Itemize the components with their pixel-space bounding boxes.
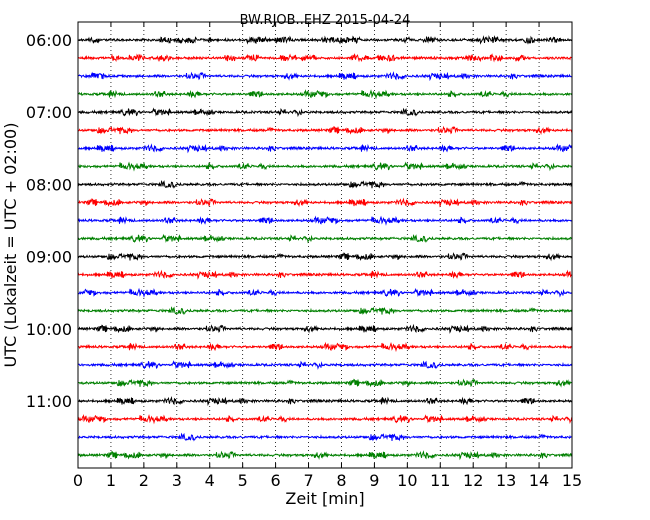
plot-frame <box>77 21 573 469</box>
x-tick-label: 14 <box>529 471 549 490</box>
trace-06:15 <box>77 53 573 63</box>
trace-08:30 <box>77 215 573 226</box>
x-tick-label: 3 <box>172 471 182 490</box>
trace-08:45 <box>77 233 573 244</box>
trace-11:00 <box>77 396 573 407</box>
trace-09:45 <box>77 306 573 316</box>
y-tick-label: 08:00 <box>26 175 72 194</box>
trace-06:45 <box>77 89 573 100</box>
trace-10:00 <box>77 323 573 334</box>
x-tick-label: 12 <box>463 471 483 490</box>
trace-06:00 <box>77 35 573 45</box>
y-tick-label: 06:00 <box>26 31 72 50</box>
trace-08:00 <box>77 179 573 189</box>
x-tick-label: 1 <box>106 471 116 490</box>
trace-07:30 <box>77 143 573 154</box>
x-tick-label: 7 <box>303 471 313 490</box>
y-tick-label: 09:00 <box>26 248 72 267</box>
y-tick-label: 10:00 <box>26 320 72 339</box>
x-tick-label: 15 <box>562 471 582 490</box>
x-tick-label: 8 <box>336 471 346 490</box>
trace-10:30 <box>77 360 573 370</box>
x-tick-label: 6 <box>271 471 281 490</box>
trace-11:30 <box>77 432 573 442</box>
trace-07:15 <box>77 125 573 136</box>
traces <box>77 35 573 461</box>
axis-ticks: 0 1 2 3 4 5 6 7 8 9 10 11 12 13 14 1506:0007:0008:0009:… <box>26 22 582 490</box>
x-tick-label: 10 <box>397 471 417 490</box>
x-tick-label: 9 <box>369 471 379 490</box>
x-tick-label: 11 <box>430 471 450 490</box>
trace-09:15 <box>77 269 573 280</box>
trace-10:15 <box>77 341 573 353</box>
trace-10:45 <box>77 378 573 388</box>
x-axis-label: Zeit [min] <box>285 489 364 508</box>
x-tick-label: 0 <box>73 471 83 490</box>
chart-title: BW.RJOB..EHZ 2015-04-24 <box>240 13 411 28</box>
trace-11:45 <box>77 450 573 461</box>
trace-11:15 <box>77 414 573 425</box>
x-tick-label: 13 <box>496 471 516 490</box>
trace-09:00 <box>77 252 573 262</box>
y-tick-label: 07:00 <box>26 103 72 122</box>
trace-09:30 <box>77 287 573 299</box>
x-tick-label: 5 <box>238 471 248 490</box>
x-tick-label: 2 <box>139 471 149 490</box>
y-tick-label: 11:00 <box>26 392 72 411</box>
trace-06:30 <box>77 71 573 82</box>
trace-07:00 <box>77 107 573 118</box>
trace-08:15 <box>77 197 573 208</box>
y-axis-label: UTC (Lokalzeit = UTC + 02:00) <box>1 123 20 368</box>
x-tick-label: 4 <box>205 471 215 490</box>
trace-07:45 <box>77 161 573 172</box>
